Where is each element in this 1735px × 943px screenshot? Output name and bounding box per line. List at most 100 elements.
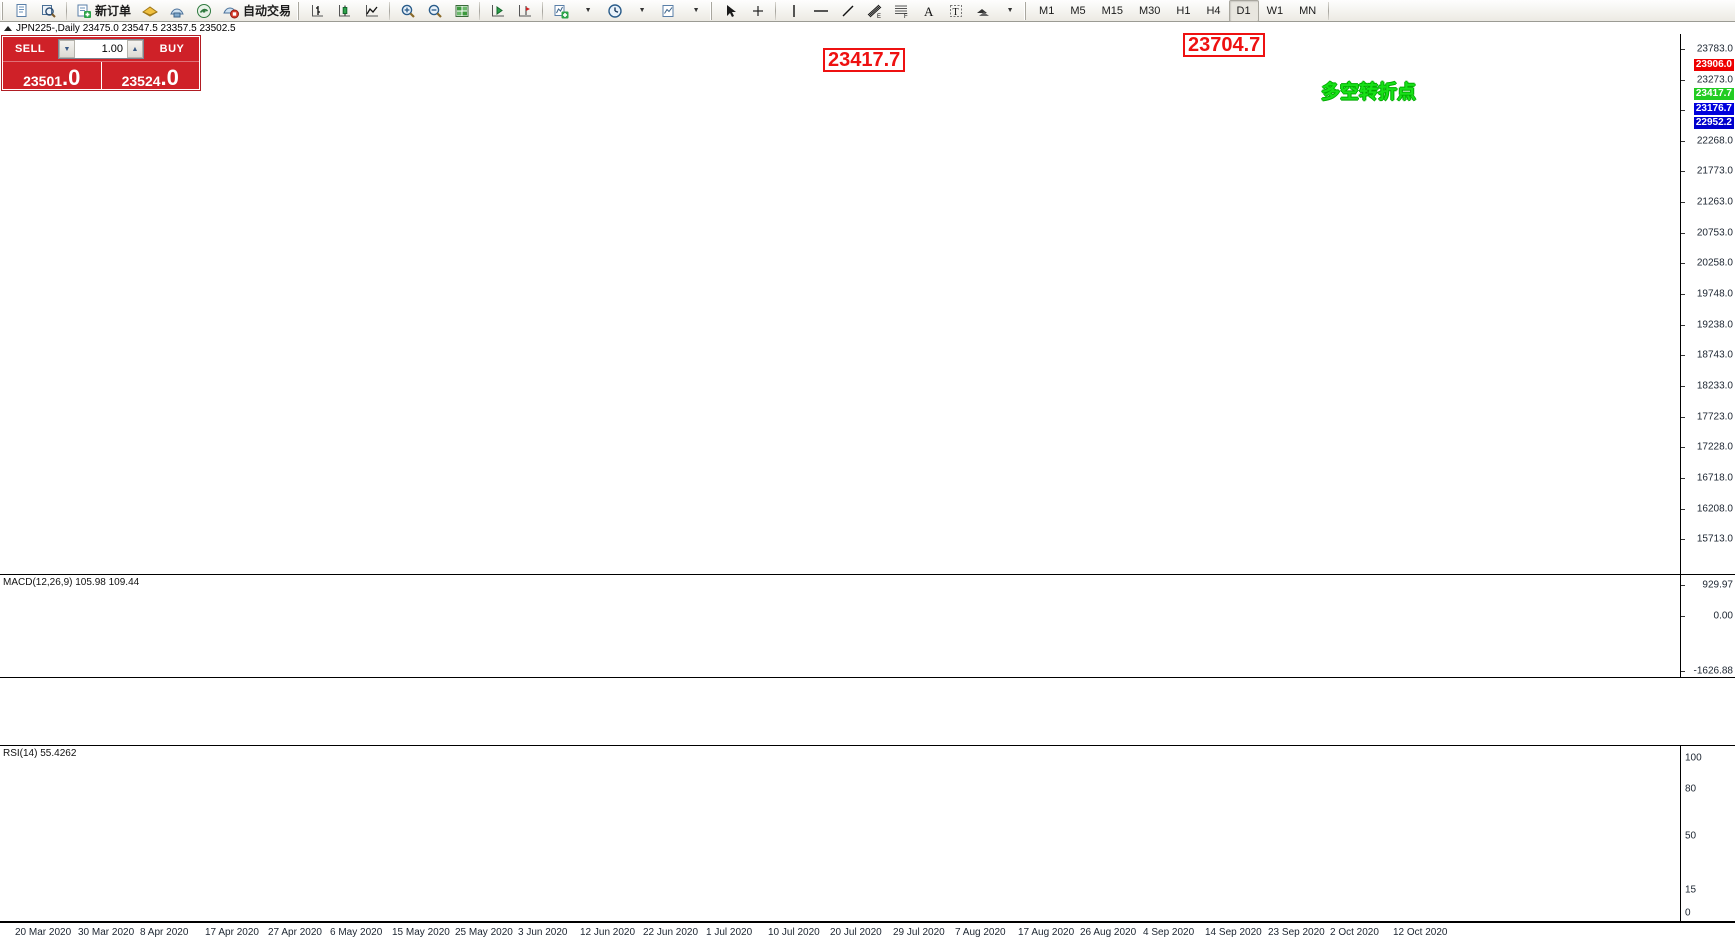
price-axis-label: 17228.0 [1696, 441, 1733, 453]
price-axis-tick [1681, 233, 1685, 235]
market-icon[interactable] [163, 0, 190, 22]
autotrading-button[interactable]: 自动交易 [217, 0, 296, 22]
shapes-icon[interactable] [969, 0, 996, 22]
fibonacci-retracement-icon[interactable]: F [888, 0, 915, 22]
price-axis-tick [1681, 447, 1685, 449]
price-axis-tick [1681, 49, 1685, 51]
date-axis-label: 3 Jun 2020 [518, 927, 568, 938]
rsi-axis[interactable]: 100 80 50 15 0 [1680, 746, 1735, 921]
macd-axis[interactable]: 929.97 0.00 -1626.88 [1680, 575, 1735, 677]
date-axis-label: 17 Apr 2020 [205, 927, 259, 938]
sell-price[interactable]: 23501 .0 [3, 62, 102, 90]
sell-button[interactable]: SELL [14, 43, 46, 55]
main-toolbar: 新订单 自动交 [0, 0, 1735, 22]
price-axis-label: 22268.0 [1696, 135, 1733, 147]
templates-icon[interactable] [655, 0, 682, 22]
text-icon[interactable]: A [915, 0, 942, 22]
autotrading-label: 自动交易 [243, 4, 292, 18]
date-axis-label: 22 Jun 2020 [643, 927, 699, 938]
rsi-axis-label: 100 [1685, 752, 1702, 764]
crosshair-icon[interactable] [744, 0, 771, 22]
price-annotation-23417[interactable]: 23417.7 [823, 48, 906, 72]
toolbar-separator-6 [1328, 1, 1330, 20]
badge-green-level: 23417.7 [1693, 88, 1734, 100]
cursor-icon[interactable] [717, 0, 744, 22]
chart-window-icon[interactable] [448, 0, 475, 22]
date-axis-label: 29 Jul 2020 [893, 927, 945, 938]
collapse-triangle-icon[interactable] [4, 25, 12, 31]
one-click-trading-panel[interactable]: SELL ▼ 1.00 ▲ BUY 23501 .0 23524 .0 [2, 36, 200, 90]
date-axis-label: 27 Apr 2020 [268, 927, 322, 938]
volume-input[interactable]: ▼ 1.00 ▲ [58, 39, 144, 59]
signals-icon[interactable] [136, 0, 163, 22]
vertical-line-icon[interactable] [780, 0, 807, 22]
chinese-annotation[interactable]: 多空转折点 [1321, 82, 1417, 103]
price-axis-label: 21773.0 [1696, 165, 1733, 177]
toolbar-grip-timeframes[interactable] [1024, 1, 1029, 20]
price-axis-tick [1681, 171, 1685, 173]
buy-price[interactable]: 23524 .0 [102, 62, 200, 90]
date-axis-label: 20 Mar 2020 [15, 927, 72, 938]
macd-pane[interactable]: MACD(12,26,9) 105.98 109.44 929.97 0.00 -1… [0, 574, 1735, 678]
timeframe-m5[interactable]: M5 [1070, 4, 1086, 17]
volume-value[interactable]: 1.00 [101, 43, 123, 55]
timeframe-d1[interactable]: D1 [1228, 0, 1259, 22]
price-axis-tick [1681, 325, 1685, 327]
zoom-in-icon[interactable] [394, 0, 421, 22]
buy-button[interactable]: BUY [159, 43, 185, 55]
timeframe-m1[interactable]: M1 [1039, 4, 1055, 17]
timeframe-h1[interactable]: H1 [1176, 4, 1191, 17]
buy-price-decimal: .0 [160, 65, 179, 91]
toolbar-grip-charts[interactable] [297, 1, 302, 20]
shapes-dropdown-arrow[interactable]: ▼ [1006, 7, 1014, 14]
badge-bid: 23176.7 [1693, 103, 1734, 115]
svg-text:A: A [924, 4, 934, 19]
macd-axis-label: 929.97 [1702, 579, 1733, 591]
price-annotation-23704[interactable]: 23704.7 [1183, 33, 1266, 57]
new-chart-icon[interactable] [8, 0, 35, 22]
date-axis-label: 4 Sep 2020 [1143, 927, 1195, 938]
line-chart-icon[interactable] [358, 0, 385, 22]
market-watch-icon[interactable] [35, 0, 62, 22]
price-axis-label: 15713.0 [1696, 533, 1733, 545]
trendline-icon[interactable] [834, 0, 861, 22]
price-axis-label: 16718.0 [1696, 472, 1733, 484]
timeframe-mn[interactable]: MN [1299, 4, 1317, 17]
date-axis-label: 30 Mar 2020 [78, 927, 135, 938]
date-axis[interactable]: 20 Mar 2020 30 Mar 2020 8 Apr 2020 17 Apr 2… [0, 922, 1735, 943]
timeframe-h4[interactable]: H4 [1206, 4, 1221, 17]
volume-decrease-button[interactable]: ▼ [59, 40, 75, 58]
price-axis[interactable]: 23783.023273.022778.022268.021773.021263… [1680, 34, 1735, 574]
templates-dropdown-arrow[interactable]: ▼ [692, 7, 700, 14]
symbol-header: JPN225-,Daily 23475.0 23547.5 23357.5 23… [0, 22, 1735, 34]
chart-shift-icon[interactable] [511, 0, 538, 22]
toolbar-separator-5 [775, 1, 777, 20]
toolbar-grip-studies[interactable] [710, 1, 715, 20]
mql5-icon[interactable] [190, 0, 217, 22]
rsi-pane[interactable]: RSI(14) 55.4262 100 80 50 15 0 [0, 745, 1735, 922]
auto-scroll-icon[interactable] [484, 0, 511, 22]
indicators-dropdown-arrow[interactable]: ▼ [584, 7, 592, 14]
equidistant-channel-icon[interactable]: E [861, 0, 888, 22]
bar-chart-icon[interactable] [304, 0, 331, 22]
text-label-icon[interactable]: T [942, 0, 969, 22]
zoom-out-icon[interactable] [421, 0, 448, 22]
macd-axis-tick [1681, 616, 1685, 618]
horizontal-line-icon[interactable] [807, 0, 834, 22]
periods-icon[interactable] [601, 0, 628, 22]
volume-increase-button[interactable]: ▲ [127, 40, 143, 58]
sell-price-decimal: .0 [62, 65, 81, 91]
date-axis-label: 15 May 2020 [392, 927, 450, 938]
indicators-icon[interactable] [547, 0, 574, 22]
new-order-button[interactable]: 新订单 [71, 0, 136, 22]
price-pane[interactable]: 23783.023273.022778.022268.021773.021263… [0, 34, 1735, 574]
periods-dropdown-arrow[interactable]: ▼ [638, 7, 646, 14]
timeframe-m30[interactable]: M30 [1139, 4, 1161, 17]
toolbar-grip[interactable] [1, 1, 5, 20]
rsi-axis-label: 15 [1685, 884, 1697, 896]
candlestick-chart-icon[interactable] [331, 0, 358, 22]
timeframe-m15[interactable]: M15 [1101, 4, 1123, 17]
date-axis-label: 26 Aug 2020 [1080, 927, 1137, 938]
timeframe-w1[interactable]: W1 [1266, 4, 1284, 17]
date-axis-label: 1 Jul 2020 [706, 927, 753, 938]
